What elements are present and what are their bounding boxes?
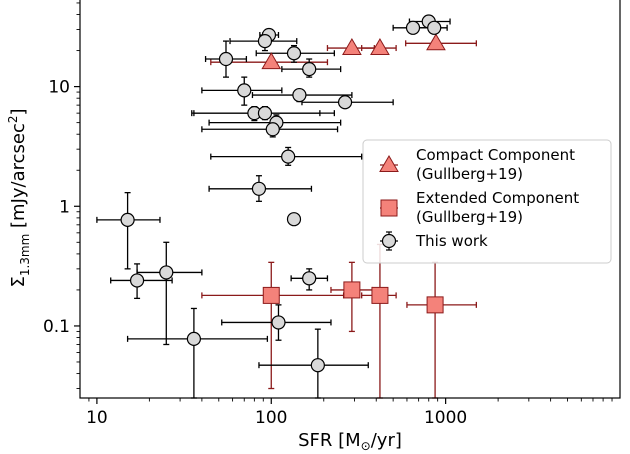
legend-text-compact-1: (Gullberg+19) bbox=[416, 165, 523, 183]
this_work-point-15 bbox=[282, 150, 295, 163]
this_work-point-12 bbox=[258, 107, 271, 120]
this_work-point-18 bbox=[287, 213, 300, 226]
legend-text-extended-0: Extended Component bbox=[416, 189, 579, 207]
this_work-point-19 bbox=[160, 266, 173, 279]
this_work-point-1 bbox=[407, 21, 420, 34]
legend-marker-this_work bbox=[383, 235, 396, 248]
this_work-point-6 bbox=[219, 53, 232, 66]
extended-point-2 bbox=[372, 287, 388, 303]
legend-text-compact-0: Compact Component bbox=[416, 146, 575, 164]
this_work-point-22 bbox=[272, 316, 285, 329]
this_work-point-9 bbox=[293, 89, 306, 102]
this_work-point-17 bbox=[121, 213, 134, 226]
this_work-point-2 bbox=[428, 21, 441, 34]
y-tick-label-2: 10 bbox=[48, 78, 70, 98]
compact-point-3 bbox=[427, 34, 445, 49]
legend-marker-extended bbox=[381, 200, 397, 216]
legend-text-this_work-0: This work bbox=[415, 232, 488, 250]
this_work-point-8 bbox=[238, 84, 251, 97]
this_work-point-7 bbox=[303, 63, 316, 76]
this_work-point-5 bbox=[287, 47, 300, 60]
legend: Compact Component(Gullberg+19)Extended C… bbox=[363, 140, 611, 263]
this_work-point-14 bbox=[266, 123, 279, 136]
legend-text-extended-1: (Gullberg+19) bbox=[416, 208, 523, 226]
extended-point-0 bbox=[263, 287, 279, 303]
y-tick-label-0: 0.1 bbox=[43, 317, 70, 337]
this_work-point-10 bbox=[339, 96, 352, 109]
compact-point-1 bbox=[343, 39, 361, 54]
this_work-point-24 bbox=[311, 359, 324, 372]
extended-point-1 bbox=[344, 282, 360, 298]
y-axis-label: Σ1.3mm [mJy/arcsec2] bbox=[6, 108, 32, 287]
this_work-point-21 bbox=[303, 272, 316, 285]
x-tick-label-2: 1000 bbox=[424, 408, 467, 428]
compact-point-0 bbox=[262, 53, 280, 68]
compact-point-2 bbox=[371, 39, 389, 54]
x-tick-label-1: 100 bbox=[255, 408, 287, 428]
x-axis-label: SFR [M⊙/yr] bbox=[298, 430, 402, 453]
x-tick-label-0: 10 bbox=[86, 408, 108, 428]
this_work-point-20 bbox=[131, 274, 144, 287]
y-tick-label-1: 1 bbox=[59, 197, 70, 217]
this_work-point-16 bbox=[252, 182, 265, 195]
this_work-point-4 bbox=[258, 35, 271, 48]
this_work-point-23 bbox=[187, 332, 200, 345]
extended-point-3 bbox=[427, 297, 443, 313]
